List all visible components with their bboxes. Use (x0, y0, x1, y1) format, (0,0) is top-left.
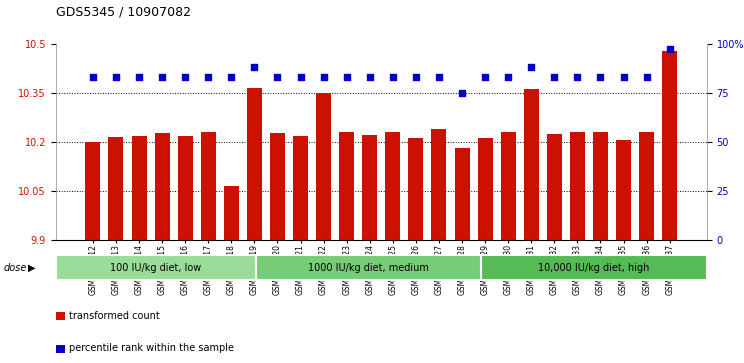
Point (133, 74, 145, 80)
Bar (339, 132, 354, 240)
Point (571, 74, 583, 80)
Point (341, 74, 353, 80)
Point (156, 74, 168, 80)
Point (272, 74, 283, 80)
Point (318, 74, 330, 80)
Bar (616, 140, 631, 240)
Bar (593, 132, 608, 240)
Point (364, 74, 376, 80)
Bar (86, 142, 100, 240)
Text: transformed count: transformed count (69, 311, 160, 321)
Text: ▶: ▶ (28, 263, 36, 273)
Bar (109, 136, 124, 240)
Point (525, 64, 537, 70)
Bar (501, 132, 516, 240)
Text: dose: dose (4, 263, 27, 273)
Bar (316, 93, 331, 240)
Point (410, 74, 422, 80)
Bar (455, 148, 469, 240)
Bar (639, 132, 654, 240)
Bar (478, 138, 493, 240)
Bar (408, 138, 423, 240)
Bar (570, 132, 585, 240)
Point (202, 74, 214, 80)
Bar (155, 134, 170, 240)
Point (248, 64, 260, 70)
Point (110, 74, 122, 80)
Bar (662, 51, 677, 240)
Point (664, 46, 676, 52)
Bar (385, 132, 400, 240)
Bar (56, 256, 256, 280)
Bar (362, 135, 377, 240)
Bar (293, 136, 308, 240)
Bar (481, 256, 707, 280)
Bar (201, 132, 216, 240)
Point (295, 74, 307, 80)
Point (548, 74, 560, 80)
Point (433, 74, 445, 80)
Point (618, 74, 629, 80)
Point (641, 74, 652, 80)
Point (225, 74, 237, 80)
Bar (270, 134, 285, 240)
Text: 100 IU/kg diet, low: 100 IU/kg diet, low (110, 263, 202, 273)
Bar (547, 134, 562, 240)
Bar (256, 256, 481, 280)
Point (387, 74, 399, 80)
Point (594, 74, 606, 80)
Bar (132, 136, 147, 240)
Bar (247, 87, 262, 240)
Text: GDS5345 / 10907082: GDS5345 / 10907082 (56, 5, 190, 19)
Bar (524, 89, 539, 240)
Text: 1000 IU/kg diet, medium: 1000 IU/kg diet, medium (308, 263, 429, 273)
Point (179, 74, 191, 80)
Text: percentile rank within the sample: percentile rank within the sample (69, 343, 234, 354)
Point (87, 74, 99, 80)
Bar (178, 136, 193, 240)
Point (456, 90, 468, 95)
Bar (432, 129, 446, 240)
Text: 10,000 IU/kg diet, high: 10,000 IU/kg diet, high (539, 263, 650, 273)
Bar (224, 186, 239, 240)
Point (479, 74, 491, 80)
Point (502, 74, 514, 80)
